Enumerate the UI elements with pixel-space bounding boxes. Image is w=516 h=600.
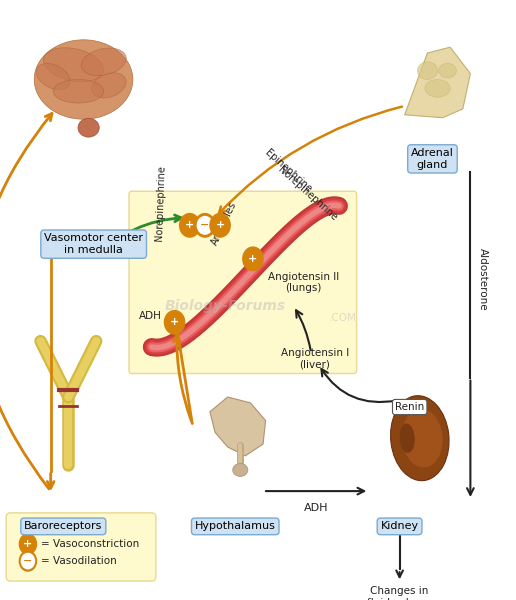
Text: −: −: [23, 556, 33, 566]
Ellipse shape: [391, 396, 449, 481]
Ellipse shape: [34, 40, 133, 119]
Text: ADH: ADH: [139, 311, 162, 321]
Polygon shape: [405, 47, 471, 118]
Text: Angiotensin I
(liver): Angiotensin I (liver): [281, 348, 349, 370]
Text: −: −: [200, 220, 209, 230]
Text: Epinephrine: Epinephrine: [263, 147, 314, 194]
Text: Kidney: Kidney: [380, 521, 418, 532]
Circle shape: [19, 534, 37, 554]
Text: +: +: [216, 220, 224, 230]
Ellipse shape: [402, 409, 443, 467]
Circle shape: [21, 553, 35, 569]
Text: Aldosterone: Aldosterone: [478, 248, 488, 311]
Text: +: +: [185, 220, 195, 230]
Circle shape: [243, 247, 263, 271]
Text: Adrenal
gland: Adrenal gland: [411, 148, 454, 170]
Text: Norepinephrine: Norepinephrine: [276, 165, 338, 223]
Text: +: +: [170, 317, 179, 328]
Circle shape: [197, 217, 213, 234]
FancyBboxPatch shape: [129, 191, 357, 373]
Ellipse shape: [53, 79, 104, 103]
Circle shape: [195, 214, 215, 237]
Text: +: +: [248, 254, 257, 264]
Text: Biology-Forums: Biology-Forums: [165, 299, 286, 313]
Text: Vasomotor center
in medulla: Vasomotor center in medulla: [44, 233, 143, 255]
Text: Baroreceptors: Baroreceptors: [24, 521, 103, 532]
Circle shape: [180, 214, 200, 237]
Ellipse shape: [82, 48, 126, 76]
Ellipse shape: [425, 79, 450, 97]
Ellipse shape: [43, 48, 103, 82]
Text: .COM: .COM: [329, 313, 357, 323]
Ellipse shape: [78, 118, 99, 137]
Text: ADH: ADH: [304, 503, 328, 513]
Text: Changes in
fluid volume: Changes in fluid volume: [367, 586, 432, 600]
Text: = Vasodilation: = Vasodilation: [41, 556, 116, 566]
Text: +: +: [23, 539, 33, 549]
Circle shape: [165, 311, 185, 334]
Ellipse shape: [399, 424, 415, 453]
Ellipse shape: [36, 64, 70, 89]
Ellipse shape: [417, 62, 438, 79]
Ellipse shape: [439, 64, 457, 78]
Text: Arterioles: Arterioles: [210, 200, 239, 247]
Text: Norepinephrine: Norepinephrine: [154, 165, 167, 241]
Ellipse shape: [91, 73, 126, 98]
FancyBboxPatch shape: [6, 513, 156, 581]
Polygon shape: [210, 397, 266, 456]
Text: Angiotensin II
(lungs): Angiotensin II (lungs): [268, 272, 340, 293]
Text: = Vasoconstriction: = Vasoconstriction: [41, 539, 139, 549]
Text: Hypothalamus: Hypothalamus: [195, 521, 276, 532]
Text: Renin: Renin: [395, 402, 424, 412]
Circle shape: [19, 551, 37, 571]
Circle shape: [210, 214, 230, 237]
Ellipse shape: [233, 463, 248, 476]
